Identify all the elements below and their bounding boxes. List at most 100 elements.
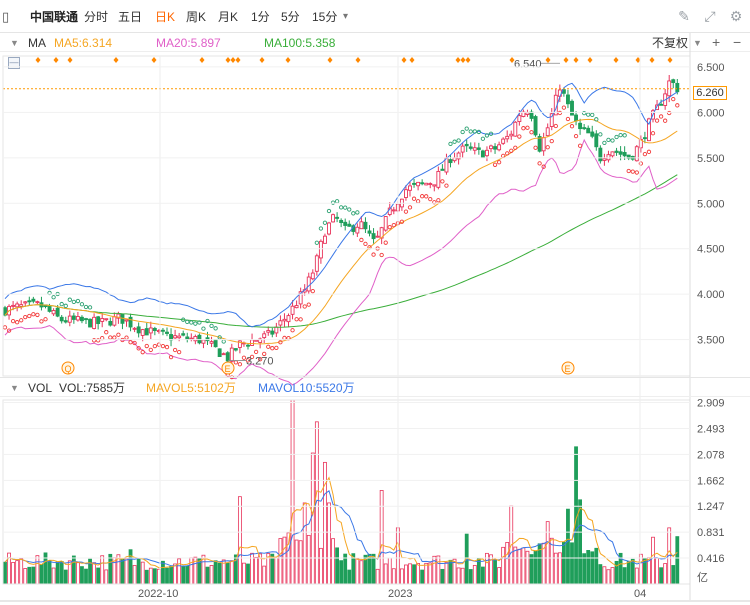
- volume-bar: [217, 562, 222, 585]
- candle-body: [75, 316, 80, 321]
- sar-dot: [642, 151, 648, 157]
- volume-bar: [136, 558, 141, 585]
- candle-body: [578, 122, 583, 130]
- sar-dot: [197, 320, 202, 325]
- volume-bar: [262, 565, 267, 585]
- chart-toolbar: ▯ 中国联通 分时 五日 日K 周K 月K 1分 5分 15分 ▾ ✎ ⤢ ⚙: [0, 0, 750, 33]
- volume-bar: [501, 546, 506, 585]
- event-bubble-icon: [561, 361, 575, 375]
- volume-bar: [225, 562, 230, 585]
- sar-dot: [6, 328, 12, 333]
- candle-body: [614, 150, 619, 153]
- sidebar-toggle-icon[interactable]: ▯: [2, 9, 10, 24]
- adjust-mode-select[interactable]: 不复权: [652, 36, 689, 50]
- vol-indicator-name[interactable]: VOL: [28, 381, 53, 395]
- sar-dot: [144, 343, 149, 349]
- volume-bar: [505, 542, 510, 585]
- volume-bar: [371, 553, 376, 585]
- sar-dot: [387, 225, 392, 230]
- volume-bar: [132, 565, 137, 585]
- period-dropdown-caret[interactable]: ▾: [343, 11, 349, 22]
- candle-body: [517, 115, 522, 122]
- sar-dot: [622, 133, 627, 138]
- sar-dot: [440, 179, 445, 184]
- volume-bar: [529, 554, 534, 585]
- candle-body: [67, 315, 72, 323]
- event-marker-icon: [35, 57, 41, 63]
- candle-body: [566, 94, 570, 105]
- ma-indicator-name[interactable]: MA: [28, 36, 46, 50]
- sar-dot: [181, 317, 186, 322]
- candle-body: [529, 111, 534, 119]
- event-marker-icon: [230, 57, 236, 63]
- candle-body: [424, 182, 429, 186]
- volume-bar: [173, 563, 178, 585]
- tab-five-day[interactable]: 五日: [118, 10, 143, 24]
- volume-bar: [339, 560, 344, 585]
- volume-bar: [476, 558, 481, 585]
- sar-dot: [505, 151, 510, 156]
- sar-dot: [537, 161, 542, 166]
- ma-collapse-caret-icon[interactable]: ▼: [10, 38, 19, 48]
- vol-collapse-caret-icon[interactable]: ▼: [10, 383, 19, 393]
- candle-body: [327, 222, 331, 235]
- volume-bar: [84, 568, 88, 585]
- tab-1min[interactable]: 1分: [251, 10, 270, 24]
- volume-bar: [598, 564, 603, 585]
- candle-body: [27, 300, 32, 303]
- zoom-out-button[interactable]: −: [733, 34, 742, 50]
- volume-bar: [3, 561, 7, 585]
- candle-body: [124, 319, 129, 322]
- sar-dot: [529, 130, 534, 135]
- volume-bar: [420, 569, 425, 585]
- tab-daily-k[interactable]: 日K: [155, 10, 176, 24]
- sar-dot: [314, 240, 319, 245]
- sar-dot: [330, 200, 336, 205]
- indicator-collapse-button[interactable]: —: [8, 57, 20, 69]
- sar-dot: [51, 295, 56, 300]
- price-tick-label: 6.000: [697, 107, 725, 119]
- fullscreen-icon[interactable]: ⤢: [704, 8, 716, 24]
- volume-bar: [282, 536, 287, 585]
- sar-dot: [549, 138, 554, 144]
- sar-dot: [148, 347, 153, 353]
- tab-weekly-k[interactable]: 周K: [186, 10, 207, 24]
- volume-bar: [144, 569, 149, 585]
- volume-bar: [306, 534, 311, 585]
- tab-intraday[interactable]: 分时: [84, 10, 109, 24]
- sar-dot: [132, 340, 137, 346]
- tab-15min[interactable]: 15分: [312, 10, 338, 24]
- volume-bar: [626, 560, 631, 585]
- sar-dot: [31, 312, 36, 317]
- volume-bar: [493, 560, 497, 585]
- sar-dot: [646, 149, 652, 154]
- volume-bar: [359, 560, 364, 585]
- volume-bar: [51, 567, 56, 585]
- price-tick-label: 5.000: [697, 198, 725, 210]
- candle-body: [262, 333, 267, 339]
- candle-body: [310, 272, 315, 280]
- tab-5min[interactable]: 5分: [281, 10, 300, 24]
- sar-dot: [91, 338, 97, 343]
- sar-dot: [67, 297, 72, 302]
- price-tick-label: 3.500: [697, 335, 725, 347]
- event-marker-icon: [235, 57, 241, 63]
- candle-body: [505, 135, 510, 140]
- sar-dot: [10, 318, 16, 324]
- adjust-dropdown-caret-icon[interactable]: ▼: [693, 38, 702, 48]
- sar-dot: [525, 125, 530, 130]
- sar-dot: [363, 241, 368, 247]
- zoom-in-button[interactable]: +: [712, 34, 721, 50]
- event-marker-icon: [545, 57, 551, 63]
- tab-monthly-k[interactable]: 月K: [218, 10, 239, 24]
- sar-dot: [221, 339, 226, 344]
- candle-body: [274, 326, 279, 334]
- volume-bar: [96, 567, 101, 585]
- volume-bar: [671, 565, 676, 585]
- draw-pencil-icon[interactable]: ✎: [678, 8, 690, 24]
- candle-body: [671, 79, 676, 84]
- sar-dot: [168, 354, 174, 360]
- settings-icon[interactable]: ⚙: [729, 8, 743, 24]
- sar-dot: [310, 288, 315, 294]
